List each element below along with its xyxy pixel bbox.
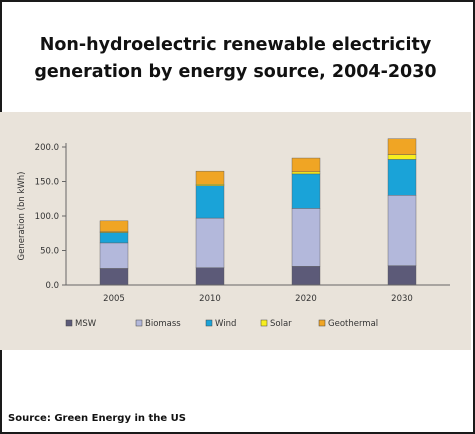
- bar-segment-biomass-2005: [99, 242, 129, 269]
- chart-title: Non-hydroelectric renewable electricity …: [0, 32, 471, 86]
- bar-segment-msw-2010: [195, 267, 225, 286]
- legend-swatch-solar: [260, 319, 268, 327]
- bar-segment-wind-2020: [291, 173, 321, 209]
- y-tick-label: 200.0: [35, 143, 59, 153]
- x-tick-label: 2020: [295, 294, 317, 304]
- legend-label-biomass: Biomass: [145, 319, 181, 329]
- y-tick-label: 0.0: [45, 281, 59, 291]
- title-line-2: generation by energy source, 2004-2030: [34, 62, 437, 82]
- y-tick-label: 150.0: [35, 178, 59, 188]
- bar-segment-solar-2020: [291, 171, 321, 175]
- legend-swatch-msw: [65, 319, 73, 327]
- legend-swatch-biomass: [135, 319, 143, 327]
- legend-label-msw: MSW: [75, 319, 97, 329]
- bar-segment-wind-2030: [387, 159, 417, 196]
- y-tick-label: 100.0: [35, 212, 59, 222]
- legend: MSW Biomass Wind Solar Geothermal: [65, 319, 378, 329]
- bar-segment-geothermal-2005: [99, 220, 129, 233]
- bars: [99, 138, 417, 286]
- legend-label-wind: Wind: [215, 319, 236, 329]
- y-axis-label: Generation (bn kWh): [17, 172, 27, 261]
- y-tick-label: 50.0: [40, 247, 59, 257]
- stacked-bar-chart: 0.0 50.0 100.0 150.0 200.0 Generation (bn kWh…: [17, 138, 450, 329]
- x-tick-label: 2030: [391, 294, 413, 304]
- bar-segment-msw-2005: [99, 268, 129, 286]
- bar-segment-geothermal-2020: [291, 157, 321, 173]
- bar-segment-biomass-2020: [291, 208, 321, 267]
- bar-segment-wind-2010: [195, 185, 225, 219]
- bar-segment-geothermal-2030: [387, 138, 417, 155]
- bar-segment-biomass-2030: [387, 195, 417, 266]
- bar-segment-wind-2005: [99, 232, 129, 244]
- x-tick-label: 2010: [199, 294, 221, 304]
- bar-segment-msw-2020: [291, 266, 321, 286]
- legend-swatch-wind: [205, 319, 213, 327]
- bar-segment-biomass-2010: [195, 217, 225, 268]
- legend-label-geothermal: Geothermal: [328, 319, 378, 329]
- y-axis: 0.0 50.0 100.0 150.0 200.0 Generation (bn kWh…: [17, 143, 67, 291]
- x-tick-label: 2005: [103, 294, 125, 304]
- bar-segment-msw-2030: [387, 265, 417, 286]
- legend-swatch-geothermal: [318, 319, 326, 327]
- title-line-1: Non-hydroelectric renewable electricity: [39, 35, 432, 55]
- source-note: Source: Green Energy in the US: [8, 413, 186, 424]
- x-axis: 2005 2010 2020 2030: [66, 284, 450, 304]
- bar-segment-geothermal-2010: [195, 170, 225, 185]
- bar-segment-solar-2010: [195, 184, 225, 186]
- legend-label-solar: Solar: [270, 319, 292, 329]
- bar-segment-solar-2030: [387, 154, 417, 160]
